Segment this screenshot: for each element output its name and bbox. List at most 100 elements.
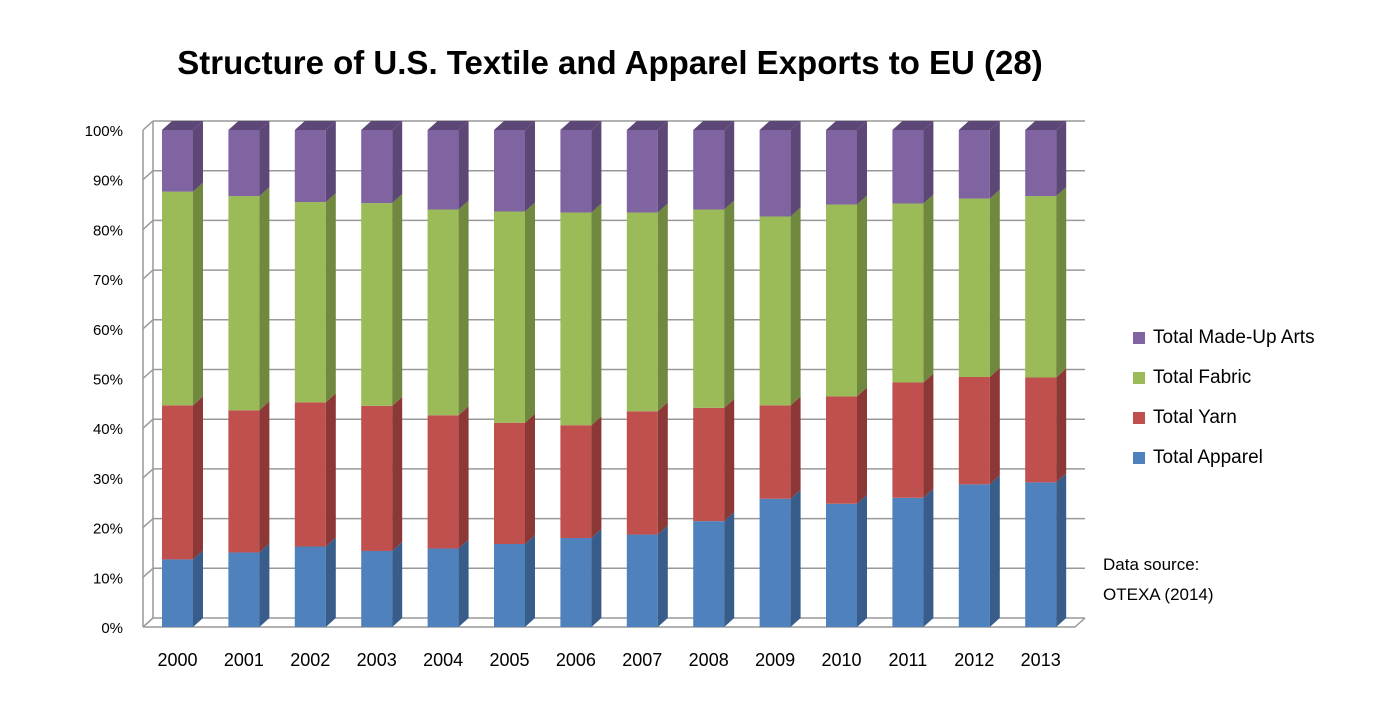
bar-side-2012 [989, 475, 1000, 627]
bar-segment-total-fabric-2007 [626, 212, 658, 412]
bar-top-2005 [494, 121, 535, 130]
bar-side-2003 [392, 541, 403, 627]
bar-side-2010 [857, 121, 867, 205]
bar-segment-total-apparel-2010 [826, 503, 857, 627]
bar-side-2000 [193, 121, 203, 192]
bar-side-2006 [591, 416, 602, 539]
legend-label: Total Apparel [1153, 447, 1263, 468]
bar-segment-total-fabric-2000 [162, 191, 193, 406]
bar-segment-total-apparel-2011 [892, 497, 924, 627]
bar-top-2001 [228, 121, 270, 130]
bar-segment-total-made-up-arts-2010 [826, 130, 857, 205]
x-tick-label: 2003 [357, 650, 397, 670]
bar-segment-total-apparel-2004 [427, 548, 459, 627]
bar-segment-total-fabric-2008 [693, 209, 725, 408]
bar-segment-total-apparel-2002 [294, 546, 326, 627]
y-tick-label: 10% [93, 570, 123, 587]
bar-segment-total-yarn-2005 [494, 422, 525, 545]
floor-edge [143, 617, 1086, 628]
bar-segment-total-made-up-arts-2013 [1025, 130, 1057, 197]
legend-label: Total Fabric [1153, 367, 1252, 388]
bar-side-2007 [657, 203, 668, 412]
bar-segment-total-made-up-arts-2009 [759, 130, 791, 217]
bar-top-2006 [560, 121, 602, 130]
bar-top-2010 [826, 121, 867, 130]
bar-side-2008 [724, 200, 735, 408]
x-tick-label: 2004 [423, 650, 463, 670]
source-line-1: Data source: [1103, 555, 1200, 574]
x-tick-label: 2010 [821, 650, 861, 670]
bar-side-2013 [1056, 121, 1067, 197]
gridline-side [142, 120, 154, 131]
bar-side-2007 [657, 121, 668, 213]
bar-segment-total-apparel-2007 [626, 534, 658, 627]
bar-segment-total-yarn-2001 [228, 410, 260, 553]
y-tick-label: 80% [93, 222, 123, 239]
legend-swatch [1133, 452, 1145, 464]
bar-side-2001 [259, 187, 270, 411]
bar-segment-total-made-up-arts-2004 [427, 130, 459, 210]
x-tick-label: 2001 [224, 650, 264, 670]
bar-side-2012 [989, 121, 1000, 199]
bar-side-2000 [193, 550, 203, 627]
bar-side-2002 [325, 393, 336, 547]
y-tick-label: 50% [93, 372, 123, 389]
legend: Total Made-Up Arts Total Fabric Total Ya… [1133, 318, 1315, 478]
legend-swatch [1133, 372, 1145, 384]
bar-segment-total-apparel-2006 [560, 538, 592, 627]
legend-item-made-up-arts: Total Made-Up Arts [1133, 318, 1315, 358]
bar-segment-total-made-up-arts-2006 [560, 130, 592, 213]
bar-segment-total-yarn-2012 [958, 377, 990, 485]
gridline-side [142, 418, 154, 429]
bar-segment-total-made-up-arts-2002 [294, 130, 326, 203]
bar-top-2008 [693, 121, 735, 130]
gridline-side [142, 269, 154, 280]
bar-segment-total-fabric-2010 [826, 204, 857, 397]
x-tick-label: 2008 [689, 650, 729, 670]
bar-segment-total-made-up-arts-2011 [892, 130, 924, 204]
bar-top-2012 [958, 121, 1000, 130]
bar-side-2013 [1056, 473, 1067, 627]
y-tick-label: 70% [93, 272, 123, 289]
bar-side-2006 [591, 121, 602, 213]
source-line-2: OTEXA (2014) [1103, 585, 1214, 604]
bar-side-2011 [923, 373, 934, 498]
legend-item-fabric: Total Fabric [1133, 358, 1315, 398]
x-tick-label: 2009 [755, 650, 795, 670]
x-tick-label: 2013 [1021, 650, 1061, 670]
y-tick-label: 20% [93, 521, 123, 538]
gridline-side [142, 518, 154, 529]
bar-top-2000 [162, 121, 203, 130]
bar-top-2009 [759, 121, 801, 130]
bar-segment-total-made-up-arts-2008 [693, 130, 725, 210]
bar-side-2008 [724, 512, 735, 627]
bar-segment-total-fabric-2001 [228, 196, 260, 411]
bar-side-2000 [193, 182, 203, 406]
bar-top-2004 [427, 121, 469, 130]
bar-segment-total-apparel-2012 [958, 484, 990, 627]
bar-segment-total-made-up-arts-2001 [228, 130, 260, 197]
y-tick-label: 40% [93, 421, 123, 438]
gridline-side [142, 319, 154, 330]
bar-side-2008 [724, 398, 735, 522]
bar-segment-total-apparel-2005 [494, 544, 525, 627]
bar-side-2001 [259, 401, 270, 553]
x-tick-label: 2007 [622, 650, 662, 670]
bar-segment-total-fabric-2011 [892, 203, 924, 383]
x-tick-label: 2012 [954, 650, 994, 670]
bar-segment-total-apparel-2013 [1025, 482, 1057, 627]
bar-segment-total-yarn-2013 [1025, 377, 1057, 483]
bar-segment-total-apparel-2003 [361, 550, 393, 627]
bar-side-2007 [657, 402, 668, 535]
bar-side-2012 [989, 189, 1000, 378]
y-tick-label: 100% [85, 123, 123, 140]
bar-segment-total-yarn-2002 [294, 402, 326, 547]
legend-item-yarn: Total Yarn [1133, 398, 1315, 438]
bar-segment-total-fabric-2006 [560, 212, 592, 426]
bar-side-2004 [458, 121, 469, 210]
bar-side-2009 [790, 121, 801, 217]
bar-segment-total-fabric-2002 [294, 202, 326, 403]
bar-top-2002 [294, 121, 336, 130]
bar-side-2009 [790, 207, 801, 406]
bar-segment-total-yarn-2011 [892, 382, 924, 498]
